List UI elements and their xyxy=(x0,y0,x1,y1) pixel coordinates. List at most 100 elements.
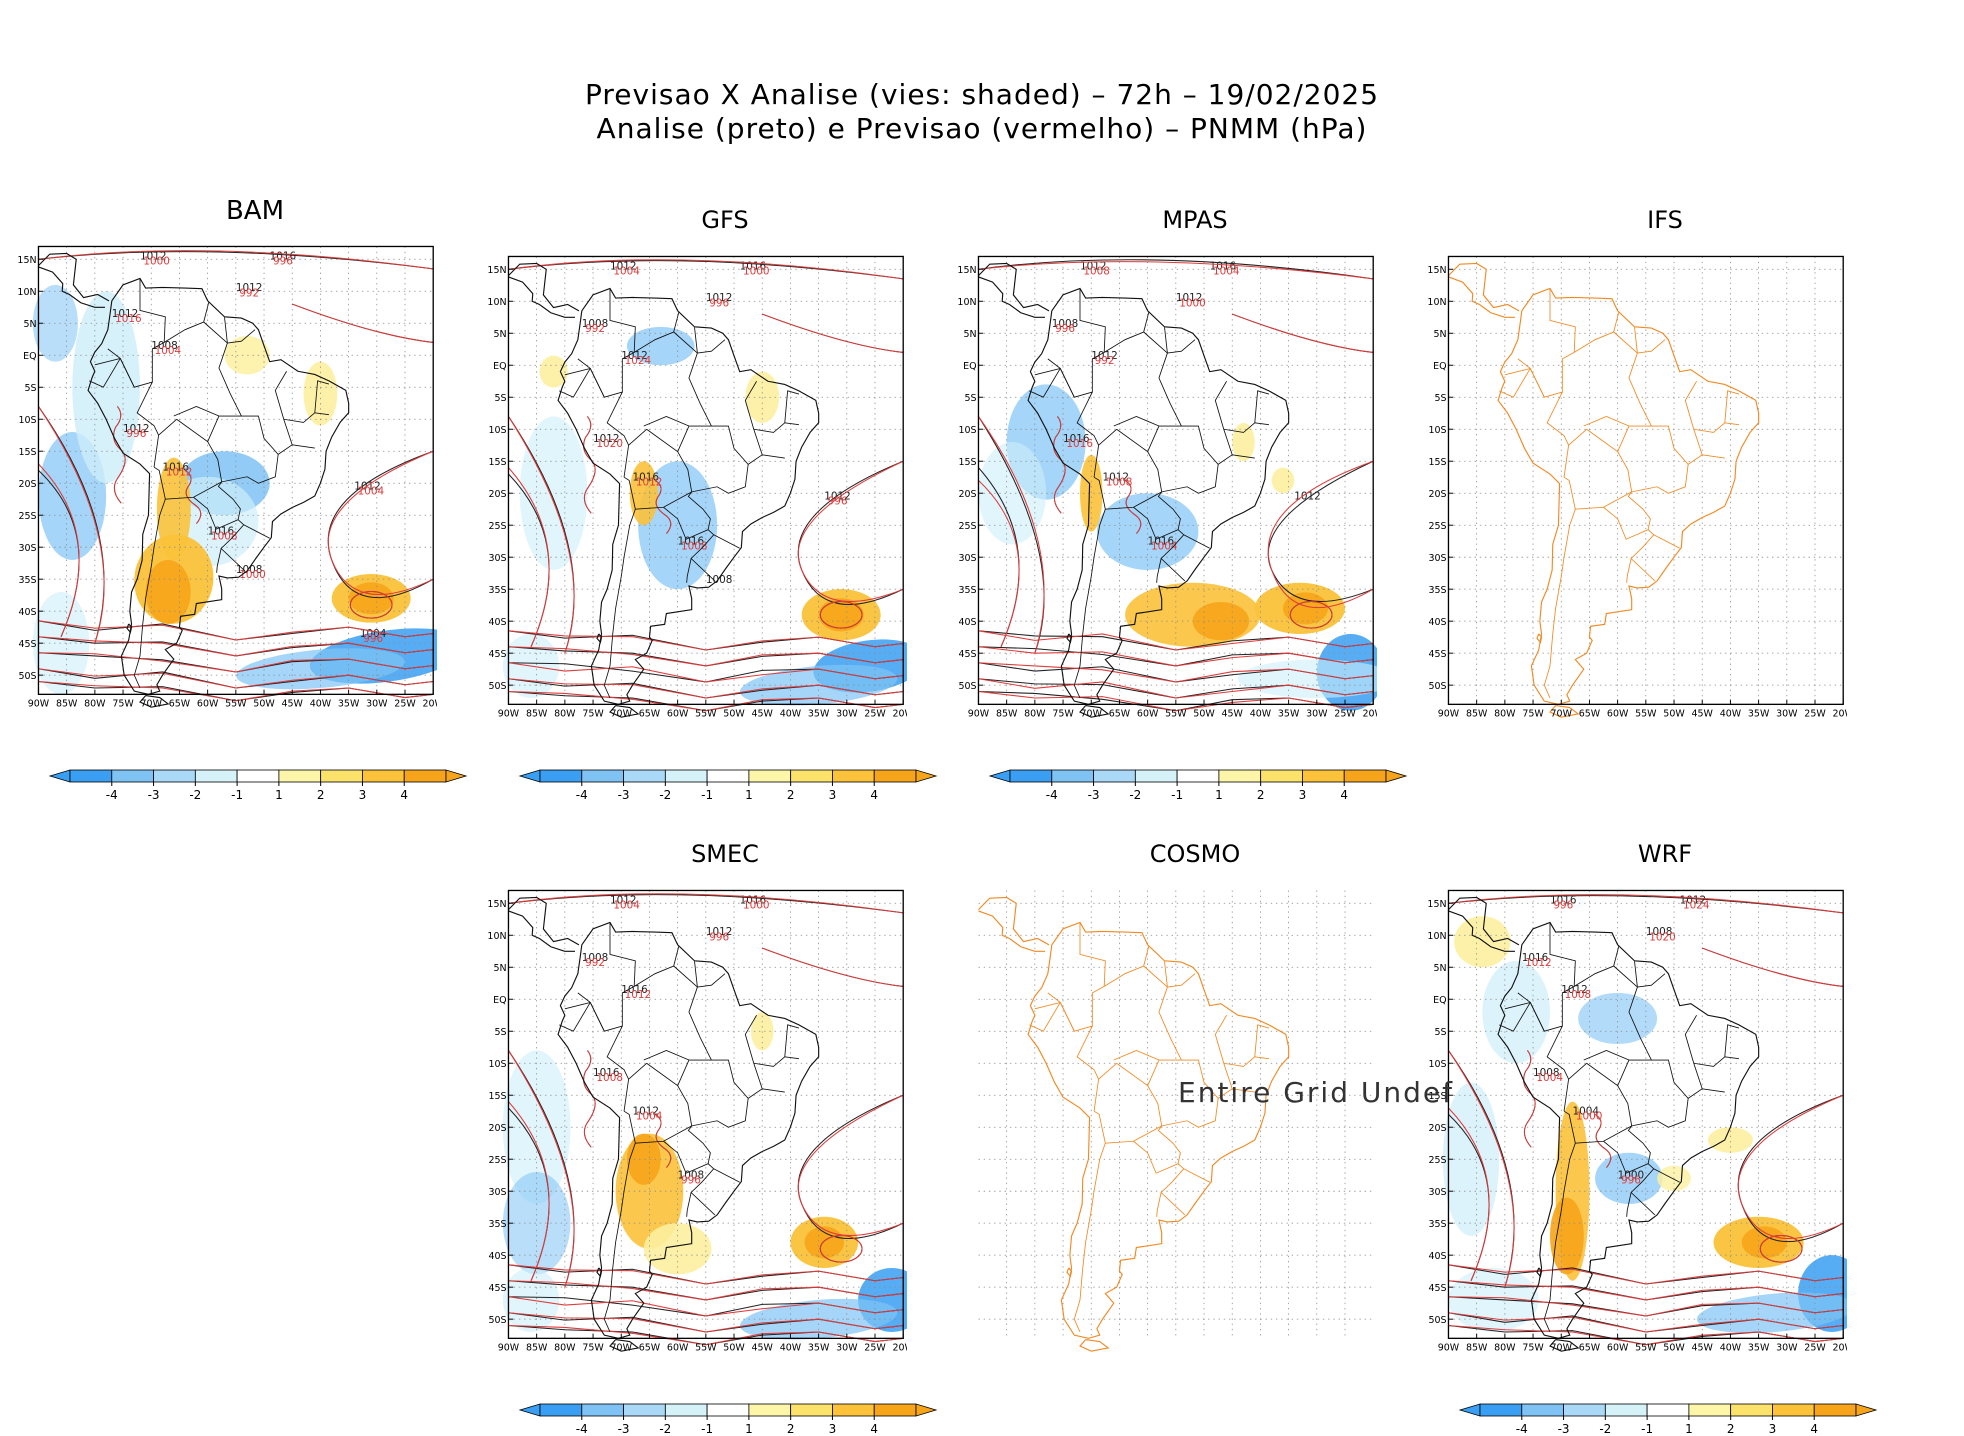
lat-label: 15N xyxy=(1427,899,1446,910)
isobar xyxy=(327,450,434,596)
isobar xyxy=(508,893,904,914)
isobar-label: 1012 xyxy=(1176,292,1203,304)
isobar xyxy=(38,620,434,641)
lat-label: 15S xyxy=(1429,457,1447,468)
grid xyxy=(508,890,904,1339)
lon-label: 40W xyxy=(780,709,802,720)
isobar xyxy=(978,691,1374,712)
colorbar-label: -3 xyxy=(618,788,630,802)
colorbar-box xyxy=(1218,769,1262,783)
colorbar-box xyxy=(1093,769,1136,783)
colorbar-box xyxy=(664,1403,708,1417)
colorbar-box xyxy=(748,769,792,783)
isobar-label: 1012 xyxy=(621,350,648,362)
lon-label: 45W xyxy=(752,1343,774,1354)
isobar-label: 1000 xyxy=(143,255,170,267)
lat-label: 25S xyxy=(489,521,507,532)
lon-label: 75W xyxy=(1522,709,1544,720)
colorbar-label: -2 xyxy=(1129,788,1141,802)
lat-label: 10S xyxy=(1429,1059,1447,1070)
isobar xyxy=(762,313,904,353)
panel-cosmo: COSMO xyxy=(970,840,1420,1360)
isobar-label: 1008 xyxy=(151,340,178,352)
lon-label: 25W xyxy=(1804,709,1826,720)
lon-label: 50W xyxy=(1193,709,1215,720)
lat-label: EQ xyxy=(963,361,976,372)
lat-label: 30S xyxy=(489,553,507,564)
lon-label: 70W xyxy=(611,1343,633,1354)
colorbar-box xyxy=(1604,1403,1648,1417)
lat-label: 5S xyxy=(495,1027,507,1038)
lon-label: 60W xyxy=(197,699,219,710)
lat-label: 5N xyxy=(493,329,506,340)
colorbar-box xyxy=(236,769,280,783)
isobar-label: 1012 xyxy=(593,433,620,445)
lat-label: 10S xyxy=(959,425,977,436)
isobar-label: 1000 xyxy=(1618,1169,1645,1181)
isobar-label: 996 xyxy=(126,428,146,440)
lon-label: 80W xyxy=(84,699,106,710)
colorbar-label: -2 xyxy=(659,1422,671,1436)
isobar-label: 1008 xyxy=(1646,926,1673,938)
lon-label: 75W xyxy=(1522,1343,1544,1354)
lon-label: 85W xyxy=(996,709,1018,720)
lon-label: 45W xyxy=(1692,1343,1714,1354)
lat-label: EQ xyxy=(1433,361,1446,372)
colorbar-label: -3 xyxy=(618,1422,630,1436)
lon-label: 20W xyxy=(1832,1343,1847,1354)
isobar-label: 1012 xyxy=(1561,984,1588,996)
colorbar-tri-left xyxy=(988,769,1011,783)
colorbar-boxes: -4 -3 -2 -1 1 2 3 4 xyxy=(518,1403,938,1436)
lat-label: EQ xyxy=(493,995,506,1006)
map-frame: 15N 10N 5N EQ 5S 10S 15S 20S 25S 30S 35S 40S 45S 50S 9… xyxy=(1427,255,1847,720)
isobar-label: 1024 xyxy=(625,355,652,367)
lon-label: 85W xyxy=(56,699,78,710)
isobar xyxy=(508,1280,904,1301)
colorbar-tri-left xyxy=(1458,1403,1481,1417)
lon-label: 35W xyxy=(1748,709,1770,720)
country-borders xyxy=(89,278,330,689)
lon-label: 55W xyxy=(1165,709,1187,720)
isobar-label: 1008 xyxy=(1565,989,1592,1001)
lon-label: 40W xyxy=(780,1343,802,1354)
lon-label: 30W xyxy=(1306,709,1328,720)
isobar-label: 1012 xyxy=(123,423,150,435)
isobar-label: 1004 xyxy=(360,628,387,640)
lat-label: EQ xyxy=(23,351,36,362)
lon-label: 90W xyxy=(968,709,990,720)
lon-label: 50W xyxy=(723,709,745,720)
lon-label: 20W xyxy=(422,699,437,710)
lon-label: 75W xyxy=(112,699,134,710)
isobar xyxy=(1759,1234,1803,1263)
isobar-label: 1016 xyxy=(115,313,142,325)
axis-labels: 15N 10N 5N EQ 5S 10S 15S 20S 25S 30S 35S 40S 45S 50S 9… xyxy=(487,899,907,1354)
colorbar-box xyxy=(581,1403,624,1417)
lat-label: 15S xyxy=(489,457,507,468)
isobar xyxy=(508,1101,550,1281)
isobar-label: 1004 xyxy=(1151,541,1178,553)
colorbar-label: 2 xyxy=(787,1422,795,1436)
colorbar: -4 -3 -2 -1 1 2 3 4 xyxy=(518,1403,938,1436)
lat-label: 10N xyxy=(487,297,506,308)
coastline xyxy=(1448,262,1760,718)
lat-label: 50S xyxy=(19,671,37,682)
title-line-1: Previsao X Analise (vies: shaded) – 72h … xyxy=(584,78,1380,111)
colorbar-boxes: -4 -3 -2 -1 1 2 3 4 xyxy=(1458,1403,1878,1436)
isobar-label: 1012 xyxy=(633,1105,660,1117)
lat-label: 10S xyxy=(19,415,37,426)
isobar xyxy=(1594,1114,1612,1168)
lon-label: 45W xyxy=(1222,709,1244,720)
colorbar-label: -4 xyxy=(576,788,588,802)
isobar xyxy=(1289,600,1333,629)
colorbar-label: 1 xyxy=(1215,788,1223,802)
lon-label: 70W xyxy=(141,699,163,710)
lat-label: 35S xyxy=(19,575,37,586)
colorbar-boxes: -4 -3 -2 -1 1 2 3 4 xyxy=(988,769,1408,802)
isobar xyxy=(508,1264,904,1285)
lon-label: 45W xyxy=(1692,709,1714,720)
isobar xyxy=(508,1312,904,1333)
colorbar-box xyxy=(1646,1403,1690,1417)
colorbar: -4 -3 -2 -1 1 2 3 4 xyxy=(1458,1403,1878,1436)
isobar-label: 1016 xyxy=(621,984,648,996)
lat-label: 10N xyxy=(17,287,36,298)
